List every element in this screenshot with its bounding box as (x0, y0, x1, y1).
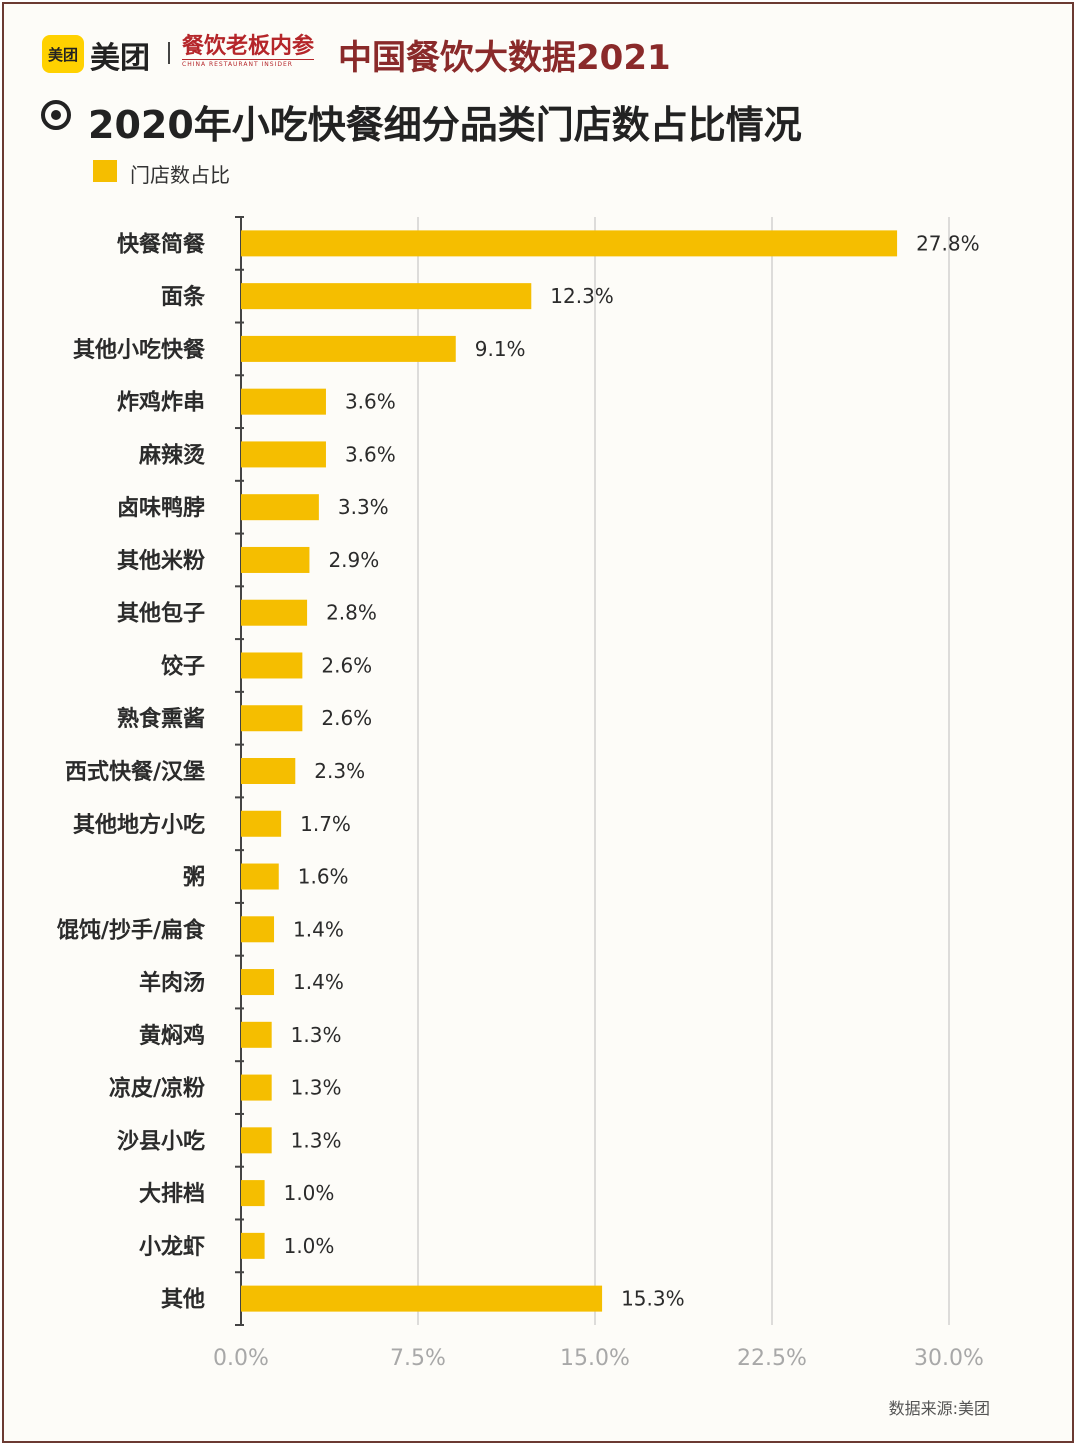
data-label: 15.3% (621, 1287, 685, 1311)
bar (241, 705, 303, 732)
data-label: 1.3% (291, 1076, 342, 1100)
data-label: 9.1% (475, 337, 526, 361)
category-label: 面条 (161, 284, 206, 310)
category-label: 其他小吃快餐 (73, 337, 206, 363)
x-tick-label: 0.0% (213, 1346, 269, 1371)
category-label: 沙县小吃 (117, 1128, 205, 1154)
data-label: 3.6% (345, 442, 396, 466)
legend-swatch (93, 160, 117, 182)
bar (241, 652, 303, 679)
data-label: 1.7% (300, 812, 351, 836)
data-label: 2.9% (328, 548, 379, 572)
bar (241, 1021, 272, 1048)
category-label: 其他 (161, 1288, 205, 1313)
category-label: 卤味鸭脖 (117, 495, 205, 521)
bar (241, 810, 282, 837)
bar (241, 1127, 272, 1154)
category-label: 快餐简餐 (117, 231, 206, 257)
data-label: 1.3% (291, 1023, 342, 1047)
bar (241, 230, 898, 257)
bar (241, 1232, 265, 1259)
bar (241, 335, 456, 362)
bar (241, 283, 532, 310)
meituan-logo-icon: 美团 (42, 35, 84, 73)
partner-logo: 餐饮老板内参 CHINA RESTAURANT INSIDER (182, 33, 315, 68)
partner-name: 餐饮老板内参 (182, 33, 315, 59)
data-label: 3.3% (338, 495, 389, 519)
category-label: 凉皮/凉粉 (109, 1076, 205, 1102)
data-label: 2.8% (326, 601, 377, 625)
bar (241, 1180, 265, 1207)
category-label: 其他米粉 (117, 549, 205, 574)
data-label: 2.6% (321, 653, 372, 677)
category-label: 饺子 (161, 653, 205, 679)
data-label: 1.4% (293, 970, 344, 994)
brand-divider (168, 42, 170, 64)
x-tick-label: 22.5% (737, 1346, 807, 1371)
brand-name: 美团 (90, 41, 150, 76)
bar (241, 546, 310, 573)
data-source: 数据来源:美团 (888, 1399, 990, 1418)
data-label: 1.4% (293, 917, 344, 941)
bar (241, 969, 275, 996)
category-label: 粥 (183, 866, 205, 891)
data-label: 1.6% (298, 865, 349, 889)
category-label: 小龙虾 (139, 1235, 205, 1260)
data-label: 27.8% (916, 231, 980, 255)
bar (241, 758, 296, 784)
data-label: 1.3% (291, 1128, 342, 1152)
category-label: 黄焖鸡 (139, 1023, 205, 1049)
x-tick-label: 30.0% (914, 1346, 984, 1371)
category-label: 其他包子 (117, 601, 205, 627)
data-label: 1.0% (284, 1234, 335, 1258)
bar (241, 863, 279, 890)
bar (241, 916, 275, 943)
bar (241, 441, 326, 468)
data-label: 2.3% (314, 759, 365, 783)
category-label: 大排档 (139, 1182, 205, 1207)
data-label: 2.6% (321, 706, 372, 730)
x-tick-label: 15.0% (560, 1346, 630, 1371)
bar (241, 388, 326, 415)
chart-title: 2020年小吃快餐细分品类门店数占比情况 (88, 103, 802, 147)
category-label: 麻辣烫 (138, 442, 205, 468)
data-label: 12.3% (550, 284, 614, 308)
bar (241, 1074, 272, 1101)
data-label: 1.0% (284, 1181, 335, 1205)
category-label: 炸鸡炸串 (117, 390, 205, 416)
x-tick-label: 7.5% (390, 1346, 446, 1371)
category-label: 羊肉汤 (139, 970, 205, 996)
category-label: 西式快餐/汉堡 (65, 759, 205, 785)
category-label: 馄饨/抄手/扁食 (56, 917, 206, 943)
category-label: 其他地方小吃 (73, 812, 205, 838)
headline: 中国餐饮大数据2021 (338, 38, 671, 78)
bar (241, 599, 308, 626)
partner-en: CHINA RESTAURANT INSIDER (182, 59, 315, 68)
data-label: 3.6% (345, 390, 396, 414)
bar (241, 1285, 603, 1312)
target-bullet-icon (41, 100, 71, 130)
legend-label: 门店数占比 (130, 163, 230, 187)
category-label: 熟食熏酱 (117, 706, 205, 732)
bar (241, 494, 319, 521)
